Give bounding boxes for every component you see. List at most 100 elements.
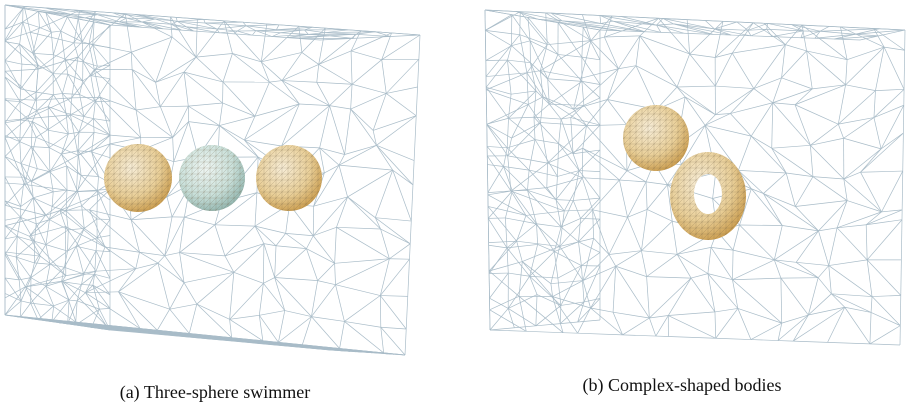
mesh-edge xyxy=(376,116,416,146)
mesh-edge xyxy=(486,87,508,118)
mesh-edge xyxy=(23,11,39,22)
mesh-edge xyxy=(38,11,39,27)
mesh-edge xyxy=(302,317,311,345)
mesh-edge xyxy=(84,228,97,237)
mesh-edge xyxy=(875,89,904,90)
mesh-edge xyxy=(772,37,801,38)
mesh-edge xyxy=(543,97,574,109)
mesh-edge xyxy=(582,178,619,180)
mesh-edge xyxy=(184,57,196,72)
mesh-edge xyxy=(488,218,507,247)
mesh-edge xyxy=(774,226,782,260)
mesh-edge xyxy=(381,327,384,353)
mesh-edge xyxy=(738,308,782,323)
mesh-edge xyxy=(351,93,387,109)
mesh-edge xyxy=(559,119,561,143)
mesh-edge xyxy=(170,283,184,310)
mesh-edge xyxy=(167,197,172,217)
mesh-edge xyxy=(829,228,837,266)
mesh-edge xyxy=(255,193,257,226)
mesh-edge xyxy=(763,194,782,226)
mesh-edge xyxy=(132,69,136,110)
mesh-edge xyxy=(593,180,620,210)
mesh-edge xyxy=(375,170,392,218)
mesh-edge xyxy=(527,71,540,73)
mesh-edge xyxy=(96,251,110,252)
mesh-edge xyxy=(512,104,529,138)
mesh-edge xyxy=(21,177,25,206)
mesh-edge xyxy=(571,105,584,117)
mesh-edge xyxy=(219,116,255,125)
mesh-edge xyxy=(223,103,255,116)
mesh-edge xyxy=(92,135,110,151)
mesh-edge xyxy=(410,221,411,244)
mesh-edge xyxy=(490,328,514,330)
mesh-edge xyxy=(20,301,21,317)
mesh-edge xyxy=(677,247,711,254)
mesh-edge xyxy=(255,226,276,246)
mesh-edge xyxy=(636,66,656,110)
mesh-edge xyxy=(282,104,300,146)
mesh-edge xyxy=(613,312,623,335)
mesh-edge xyxy=(846,47,885,85)
mesh-edge xyxy=(561,200,573,227)
mesh-edge xyxy=(818,231,828,266)
mesh-edge xyxy=(829,266,872,297)
mesh-edge xyxy=(609,217,628,254)
mesh-edge xyxy=(286,233,314,235)
mesh-edge xyxy=(46,230,68,245)
mesh-edge xyxy=(173,122,189,138)
mesh-edge xyxy=(275,249,307,278)
mesh-edge xyxy=(49,148,61,154)
mesh-edge xyxy=(52,192,53,207)
mesh-edge xyxy=(751,323,782,339)
mesh-edge xyxy=(715,312,716,338)
mesh-edge xyxy=(647,277,691,278)
mesh-edge xyxy=(530,244,538,276)
mesh-edge xyxy=(583,281,591,308)
mesh-edge xyxy=(156,37,172,82)
mesh-edge xyxy=(808,294,831,315)
mesh-edge xyxy=(530,41,558,55)
mesh-edge xyxy=(573,198,600,200)
mesh-edge xyxy=(94,70,136,110)
mesh-edge xyxy=(488,206,517,241)
mesh-edge xyxy=(487,165,503,167)
mesh-edge xyxy=(818,278,831,294)
mesh-edge xyxy=(252,31,255,35)
mesh-edge xyxy=(330,106,345,155)
mesh-edge xyxy=(772,148,786,173)
mesh-edge xyxy=(587,126,627,171)
mesh-edge xyxy=(78,132,94,150)
mesh-edge xyxy=(263,283,284,310)
mesh-edge xyxy=(619,171,626,180)
mesh-edge xyxy=(490,298,509,308)
mesh-edge xyxy=(33,192,53,198)
mesh-edge xyxy=(715,23,753,58)
mesh-edge xyxy=(874,29,905,51)
mesh-edge xyxy=(380,296,406,329)
mesh-edge xyxy=(336,197,347,227)
mesh-edge xyxy=(345,109,351,154)
mesh-edge xyxy=(278,317,311,343)
mesh-edge xyxy=(172,37,196,57)
mesh-edge xyxy=(375,32,420,35)
mesh-edge xyxy=(813,177,847,201)
mesh-edge xyxy=(879,29,905,30)
mesh-edge xyxy=(903,133,904,171)
mesh-edge xyxy=(860,149,881,172)
mesh-edge xyxy=(619,180,646,182)
mesh-edge xyxy=(548,79,582,82)
mesh-edge xyxy=(96,269,136,272)
mesh-edge xyxy=(184,217,215,225)
mesh-edge xyxy=(808,278,818,315)
mesh-edge xyxy=(174,122,189,162)
mesh-edge xyxy=(708,274,738,309)
sphere-mesh xyxy=(104,144,172,212)
mesh-edge xyxy=(414,116,416,161)
mesh-edge xyxy=(165,217,172,256)
mesh-edge xyxy=(554,227,561,252)
mesh-edge xyxy=(223,82,255,116)
mesh-edge xyxy=(867,260,901,295)
mesh-edge xyxy=(413,161,414,185)
